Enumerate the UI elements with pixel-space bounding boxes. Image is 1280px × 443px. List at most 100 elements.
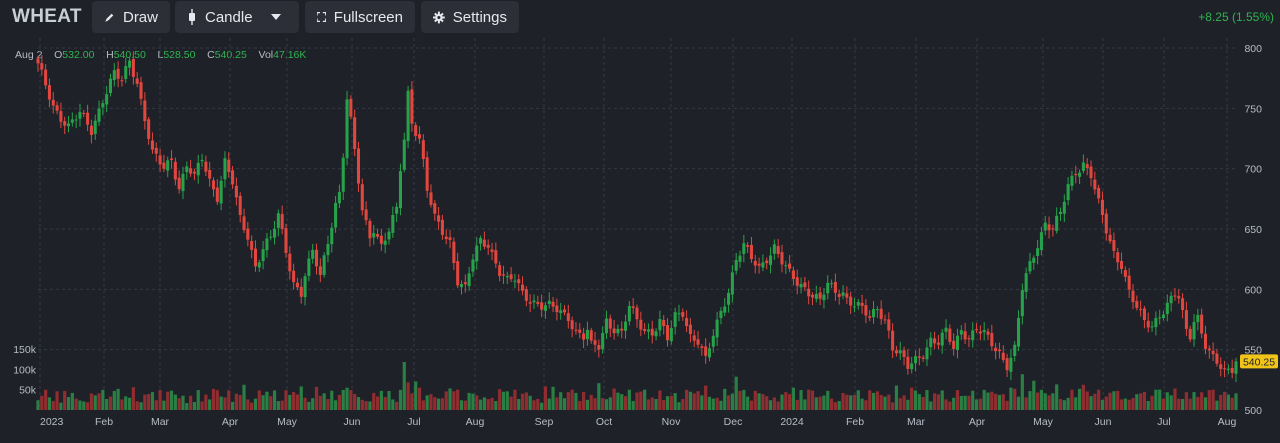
candle	[872, 301, 876, 324]
volume-bar	[971, 390, 975, 410]
candle-body	[547, 300, 551, 305]
candle	[635, 304, 639, 328]
volume-bar	[906, 399, 910, 410]
volume-bar	[120, 399, 124, 410]
candle	[185, 161, 189, 180]
volume-bar	[230, 401, 235, 410]
candle-body	[238, 195, 242, 215]
chart-type-dropdown[interactable]: Candle	[175, 1, 299, 33]
candle	[627, 301, 631, 326]
candle	[719, 307, 723, 325]
candle-body	[524, 289, 528, 301]
candle	[1154, 311, 1158, 336]
candle	[666, 318, 670, 347]
candle	[505, 271, 509, 285]
volume-bar	[841, 392, 845, 410]
candle	[189, 159, 193, 177]
candle-body	[1169, 295, 1173, 304]
candle-body	[208, 169, 212, 179]
candle	[1234, 357, 1238, 383]
volume-bar	[86, 402, 90, 410]
candle	[963, 322, 967, 344]
candle	[860, 294, 864, 314]
symbol-label: WHEAT	[12, 6, 82, 27]
fullscreen-button[interactable]: Fullscreen	[305, 1, 415, 33]
candle-body	[467, 273, 471, 287]
volume-bar	[1016, 396, 1021, 410]
chevron-down-icon	[271, 14, 281, 20]
volume-bar	[349, 390, 353, 410]
candle-body	[559, 310, 563, 313]
candle	[1051, 224, 1055, 237]
candle	[101, 100, 105, 116]
volume-bar	[1100, 399, 1105, 410]
volume-bar	[59, 402, 63, 410]
volume-bar	[1158, 389, 1162, 410]
candle-body	[1039, 232, 1043, 251]
volume-bar	[551, 386, 555, 410]
candle	[379, 229, 383, 251]
volume-bar	[955, 390, 960, 410]
volume-bar	[47, 397, 52, 410]
candle-body	[906, 356, 910, 369]
candle	[608, 314, 612, 337]
candle	[517, 274, 521, 292]
candle	[1215, 348, 1219, 367]
legend-high-value: 540.50	[113, 49, 146, 61]
candle	[498, 261, 502, 282]
candle	[456, 252, 460, 289]
candle	[681, 308, 685, 321]
candle-body	[1066, 184, 1070, 201]
candle	[70, 112, 74, 127]
candle	[162, 154, 166, 173]
candle-body	[246, 228, 250, 240]
volume-bar	[1005, 400, 1009, 410]
candle-body	[479, 237, 483, 244]
candle	[772, 239, 776, 260]
volume-bar	[765, 396, 769, 410]
candle-body	[746, 245, 750, 247]
volume-bar	[734, 376, 738, 410]
candle-body	[1173, 295, 1177, 297]
candle-body	[421, 140, 425, 159]
candle-body	[1093, 179, 1097, 190]
volume-bar	[948, 401, 952, 410]
candle	[345, 90, 349, 166]
volume-bar	[921, 396, 925, 410]
candle-body	[509, 274, 513, 280]
candle-body	[89, 125, 93, 135]
candle	[326, 235, 330, 263]
candle	[391, 206, 395, 238]
candle-body	[711, 335, 715, 347]
candle-body	[1230, 367, 1234, 373]
candle	[59, 102, 63, 128]
volume-bar	[402, 362, 406, 410]
candle	[883, 314, 887, 324]
candle-body	[147, 119, 151, 139]
volume-bar	[414, 381, 418, 410]
candle-body	[521, 284, 525, 291]
candle	[238, 192, 242, 223]
candle-body	[570, 320, 574, 330]
candle-body	[299, 286, 303, 297]
candle	[307, 250, 311, 282]
candle	[971, 322, 975, 348]
candle-body	[82, 112, 86, 114]
candle-body	[795, 277, 799, 286]
volume-bar	[829, 398, 834, 410]
settings-button[interactable]: Settings	[421, 1, 519, 33]
candle-body	[860, 302, 864, 306]
volume-bar	[1200, 392, 1204, 410]
candle	[314, 243, 319, 275]
candle	[677, 304, 681, 322]
volume-bar	[986, 392, 990, 410]
candle	[1120, 252, 1124, 274]
candle-body	[963, 331, 967, 340]
candle-body	[459, 284, 464, 288]
candle-body	[643, 329, 647, 331]
candle	[566, 304, 570, 329]
draw-button[interactable]: Draw	[92, 1, 170, 33]
volume-bar	[1215, 400, 1219, 410]
candle-body	[810, 294, 815, 298]
